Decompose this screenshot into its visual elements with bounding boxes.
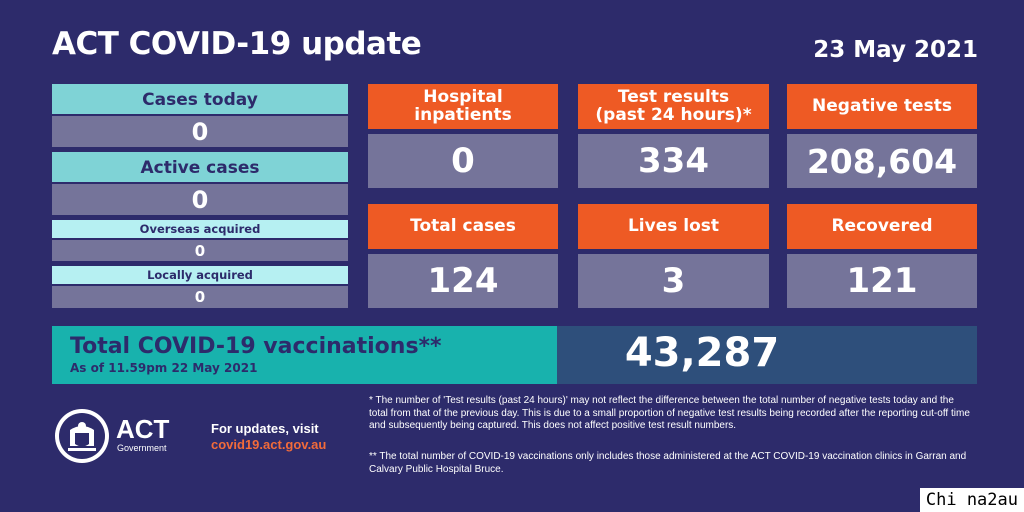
act-logo-subtext: Government bbox=[117, 443, 167, 453]
hospital-inpatients-label: Hospital inpatients bbox=[368, 84, 558, 129]
watermark: Chi na2au bbox=[919, 488, 1024, 512]
overseas-acquired-value: 0 bbox=[52, 240, 348, 261]
active-cases-value: 0 bbox=[52, 184, 348, 215]
test-results-label-line1: Test results bbox=[617, 86, 730, 107]
lives-lost-label: Lives lost bbox=[578, 204, 769, 249]
vaccinations-as-of: As of 11.59pm 22 May 2021 bbox=[70, 361, 258, 375]
negative-tests-value: 208,604 bbox=[787, 134, 977, 188]
footnote-vaccinations: ** The total number of COVID-19 vaccinat… bbox=[369, 451, 967, 475]
recovered-value: 121 bbox=[787, 254, 977, 308]
act-government-logo bbox=[54, 408, 110, 464]
test-results-value: 334 bbox=[578, 134, 769, 188]
updates-text: For updates, visit bbox=[211, 421, 319, 436]
vaccinations-banner: Total COVID-19 vaccinations** As of 11.5… bbox=[52, 326, 557, 384]
negative-tests-label: Negative tests bbox=[787, 84, 977, 129]
act-logo-text: ACT bbox=[116, 414, 170, 444]
vaccinations-label: Total COVID-19 vaccinations** bbox=[70, 334, 442, 359]
vaccinations-value-panel: 43,287 bbox=[557, 326, 977, 384]
total-cases-value: 124 bbox=[368, 254, 558, 308]
recovered-label: Recovered bbox=[787, 204, 977, 249]
cases-today-label: Cases today bbox=[52, 84, 348, 114]
hospital-inpatients-value: 0 bbox=[368, 134, 558, 188]
update-date: 23 May 2021 bbox=[813, 37, 978, 63]
updates-link[interactable]: covid19.act.gov.au bbox=[211, 437, 327, 452]
overseas-acquired-label: Overseas acquired bbox=[52, 220, 348, 238]
footnote-test-results: * The number of 'Test results (past 24 h… bbox=[369, 395, 970, 431]
lives-lost-value: 3 bbox=[578, 254, 769, 308]
hospital-label-line2: inpatients bbox=[414, 104, 512, 125]
active-cases-label: Active cases bbox=[52, 152, 348, 182]
locally-acquired-label: Locally acquired bbox=[52, 266, 348, 284]
test-results-label: Test results (past 24 hours)* bbox=[578, 84, 769, 129]
locally-acquired-value: 0 bbox=[52, 286, 348, 308]
test-results-label-line2: (past 24 hours)* bbox=[595, 104, 752, 125]
vaccinations-value: 43,287 bbox=[624, 330, 780, 376]
hospital-label-line1: Hospital bbox=[423, 86, 503, 107]
page-title: ACT COVID-19 update bbox=[52, 26, 422, 62]
coat-of-arms-icon bbox=[55, 409, 109, 463]
total-cases-label: Total cases bbox=[368, 204, 558, 249]
cases-today-value: 0 bbox=[52, 116, 348, 147]
